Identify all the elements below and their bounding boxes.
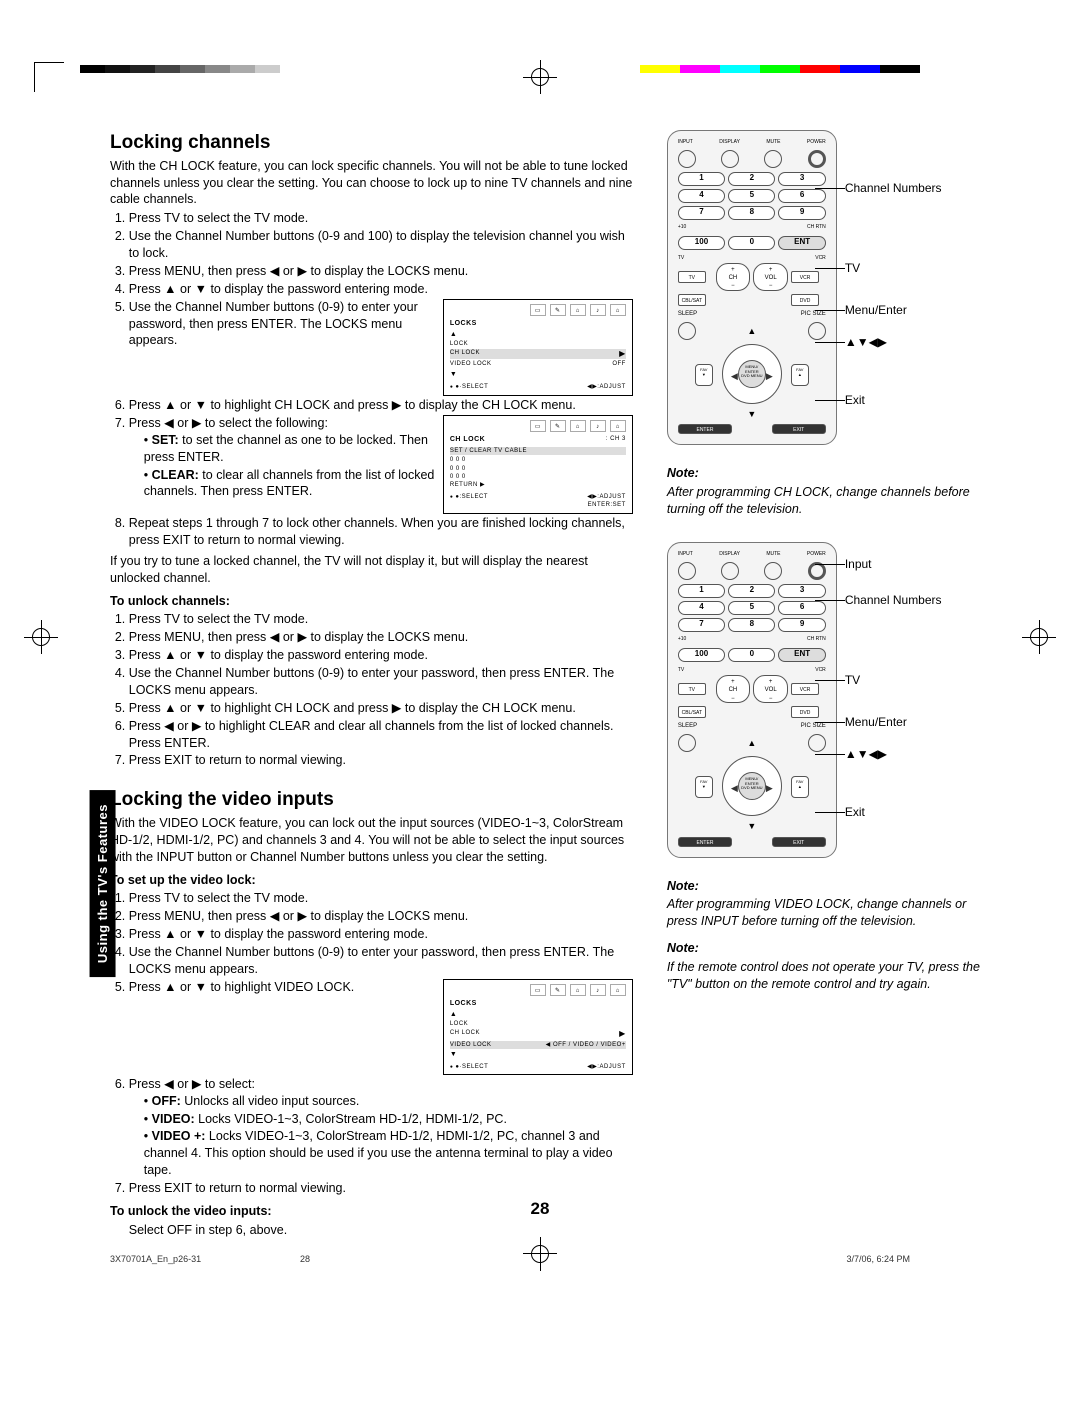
locking-channels-after: If you try to tune a locked channel, the…	[110, 553, 633, 587]
locking-video-title: Locking the video inputs	[110, 787, 633, 813]
side-column: INPUTDISPLAYMUTEPOWER 123 456 789 +10CH …	[667, 130, 980, 1241]
callout: Exit	[845, 392, 865, 408]
step: Press ▲ or ▼ to display the password ent…	[129, 281, 633, 298]
step: Press TV to select the TV mode.	[129, 890, 633, 907]
osd-locks: ▭✎⌂♪⌂ LOCKS ▲ LOCK CH LOCK▶ VIDEO LOCKOF…	[443, 299, 633, 396]
step: Use the Channel Number buttons (0-9) to …	[129, 944, 633, 978]
footer-file: 3X70701A_En_p26-31	[110, 1253, 201, 1265]
step: Press ▲ or ▼ to display the password ent…	[129, 926, 633, 943]
section-tab: Using the TV's Features	[90, 790, 116, 977]
step: Press EXIT to return to normal viewing.	[129, 1180, 633, 1197]
page-number: 28	[531, 1198, 550, 1221]
step: Press ◀ or ▶ to highlight CLEAR and clea…	[129, 718, 633, 752]
step: Press ▲ or ▼ to highlight CH LOCK and pr…	[129, 397, 633, 414]
step: Press ▲ or ▼ to highlight CH LOCK and pr…	[129, 700, 633, 717]
osd-chlock: ▭✎⌂♪⌂ CH LOCK: CH 3 SET / CLEAR TV CABLE…	[443, 415, 633, 514]
callout: Menu/Enter	[845, 714, 907, 730]
callout: TV	[845, 260, 860, 276]
video-unlock-body: Select OFF in step 6, above.	[129, 1222, 633, 1239]
callout: Menu/Enter	[845, 302, 907, 318]
step: Press TV to select the TV mode.	[129, 611, 633, 628]
note-heading: Note:	[667, 465, 980, 482]
step: Use the Channel Number buttons (0-9) to …	[129, 665, 633, 699]
callout: TV	[845, 672, 860, 688]
note-2: After programming VIDEO LOCK, change cha…	[667, 896, 980, 930]
step: Use the Channel Number buttons (0-9) to …	[129, 299, 633, 396]
note-heading: Note:	[667, 878, 980, 895]
remote-diagram-1: INPUTDISPLAYMUTEPOWER 123 456 789 +10CH …	[667, 130, 980, 445]
remote-diagram-2: INPUTDISPLAYMUTEPOWER 123 456 789 +10CH …	[667, 542, 980, 857]
callout: Channel Numbers	[845, 180, 942, 196]
step: Press MENU, then press ◀ or ▶ to display…	[129, 629, 633, 646]
step: Press EXIT to return to normal viewing.	[129, 752, 633, 769]
video-unlock-head: To unlock the video inputs:	[110, 1203, 633, 1220]
footer-page: 28	[300, 1253, 310, 1265]
callout: Exit	[845, 804, 865, 820]
step: Press ▲ or ▼ to highlight VIDEO LOCK. ▭✎…	[129, 979, 633, 1075]
locking-channels-steps: Press TV to select the TV mode. Use the …	[110, 210, 633, 548]
main-column: Locking channels With the CH LOCK featur…	[110, 130, 633, 1241]
video-setup-head: To set up the video lock:	[110, 872, 633, 889]
note-3: If the remote control does not operate y…	[667, 959, 980, 993]
locking-channels-title: Locking channels	[110, 130, 633, 156]
video-setup-steps: Press TV to select the TV mode. Press ME…	[110, 890, 633, 1197]
osd-videolock: ▭✎⌂♪⌂ LOCKS ▲ LOCK CH LOCK▶ VIDEO LOCK◀ …	[443, 979, 633, 1075]
step: Press ▲ or ▼ to display the password ent…	[129, 647, 633, 664]
step: Press ◀ or ▶ to select: OFF: Unlocks all…	[129, 1076, 633, 1179]
step: Repeat steps 1 through 7 to lock other c…	[129, 515, 633, 549]
callout: ▲▼◀▶	[845, 746, 887, 762]
note-1: After programming CH LOCK, change channe…	[667, 484, 980, 518]
locking-channels-intro: With the CH LOCK feature, you can lock s…	[110, 158, 633, 209]
callout: Channel Numbers	[845, 592, 942, 608]
step: Press ◀ or ▶ to select the following: SE…	[129, 415, 633, 514]
locking-video-intro: With the VIDEO LOCK feature, you can loc…	[110, 815, 633, 866]
unlock-channels-head: To unlock channels:	[110, 593, 633, 610]
step: Press MENU, then press ◀ or ▶ to display…	[129, 908, 633, 925]
callout: Input	[845, 556, 872, 572]
note-heading: Note:	[667, 940, 980, 957]
callout: ▲▼◀▶	[845, 334, 887, 350]
unlock-channels-steps: Press TV to select the TV mode. Press ME…	[110, 611, 633, 769]
footer-datetime: 3/7/06, 6:24 PM	[846, 1253, 910, 1265]
step: Press TV to select the TV mode.	[129, 210, 633, 227]
step: Use the Channel Number buttons (0-9 and …	[129, 228, 633, 262]
step: Press MENU, then press ◀ or ▶ to display…	[129, 263, 633, 280]
